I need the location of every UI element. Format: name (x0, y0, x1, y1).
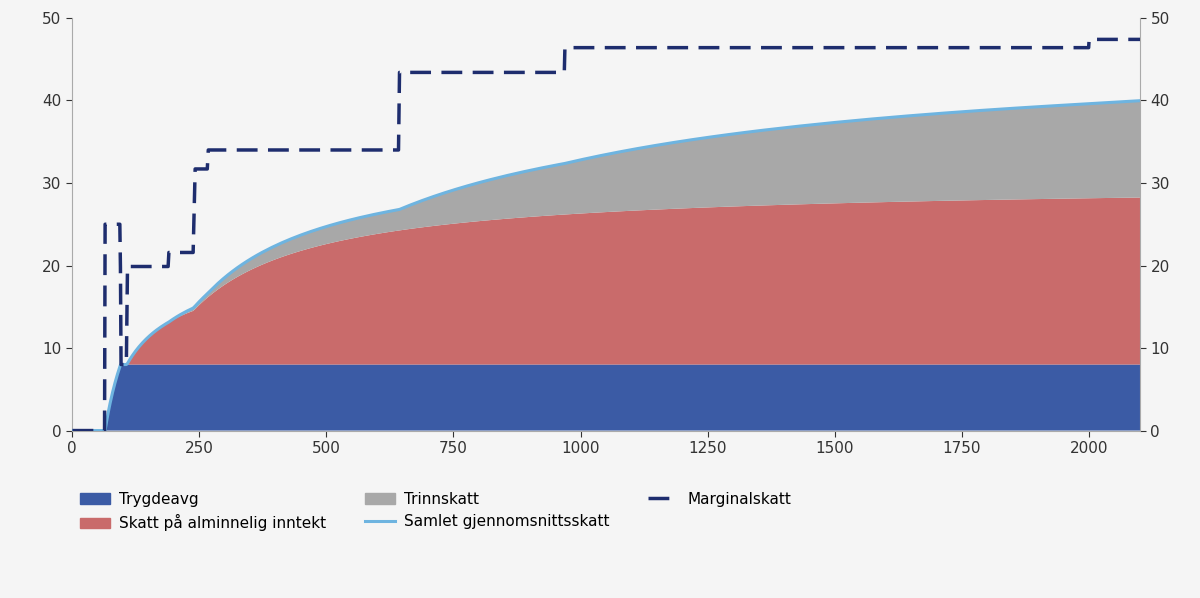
Legend: Trygdeavg, Skatt på alminnelig inntekt, Trinnskatt, Samlet gjennomsnittsskatt, M: Trygdeavg, Skatt på alminnelig inntekt, … (79, 492, 792, 532)
